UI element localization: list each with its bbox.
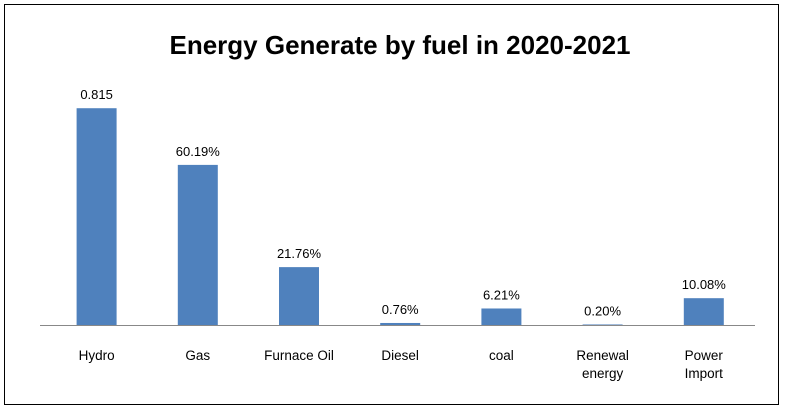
- bar: [481, 308, 522, 325]
- x-tick-label: coal: [489, 348, 514, 363]
- x-tick-label: Renewal energy: [576, 348, 629, 381]
- x-tick-label: Power Import: [684, 348, 723, 381]
- data-label: 6.21%: [483, 287, 520, 302]
- data-label: 60.19%: [176, 144, 221, 159]
- x-tick-label: Gas: [185, 348, 211, 363]
- bar: [76, 108, 117, 326]
- data-label: 0.20%: [584, 303, 621, 318]
- chart-title: Energy Generate by fuel in 2020-2021: [170, 30, 631, 60]
- data-label: 21.76%: [277, 246, 322, 261]
- data-label: 10.08%: [682, 277, 727, 292]
- x-tick-label: Hydro: [78, 348, 115, 363]
- bar: [380, 322, 421, 325]
- bar: [683, 298, 724, 325]
- chart-frame: [4, 4, 779, 405]
- x-tick-label: Diesel: [381, 348, 419, 363]
- data-label: 0.76%: [382, 302, 419, 317]
- data-label: 0.815: [80, 87, 113, 102]
- x-tick-label: Furnace Oil: [264, 348, 334, 363]
- bar: [279, 267, 319, 325]
- bar: [177, 164, 218, 325]
- bar: [582, 324, 623, 325]
